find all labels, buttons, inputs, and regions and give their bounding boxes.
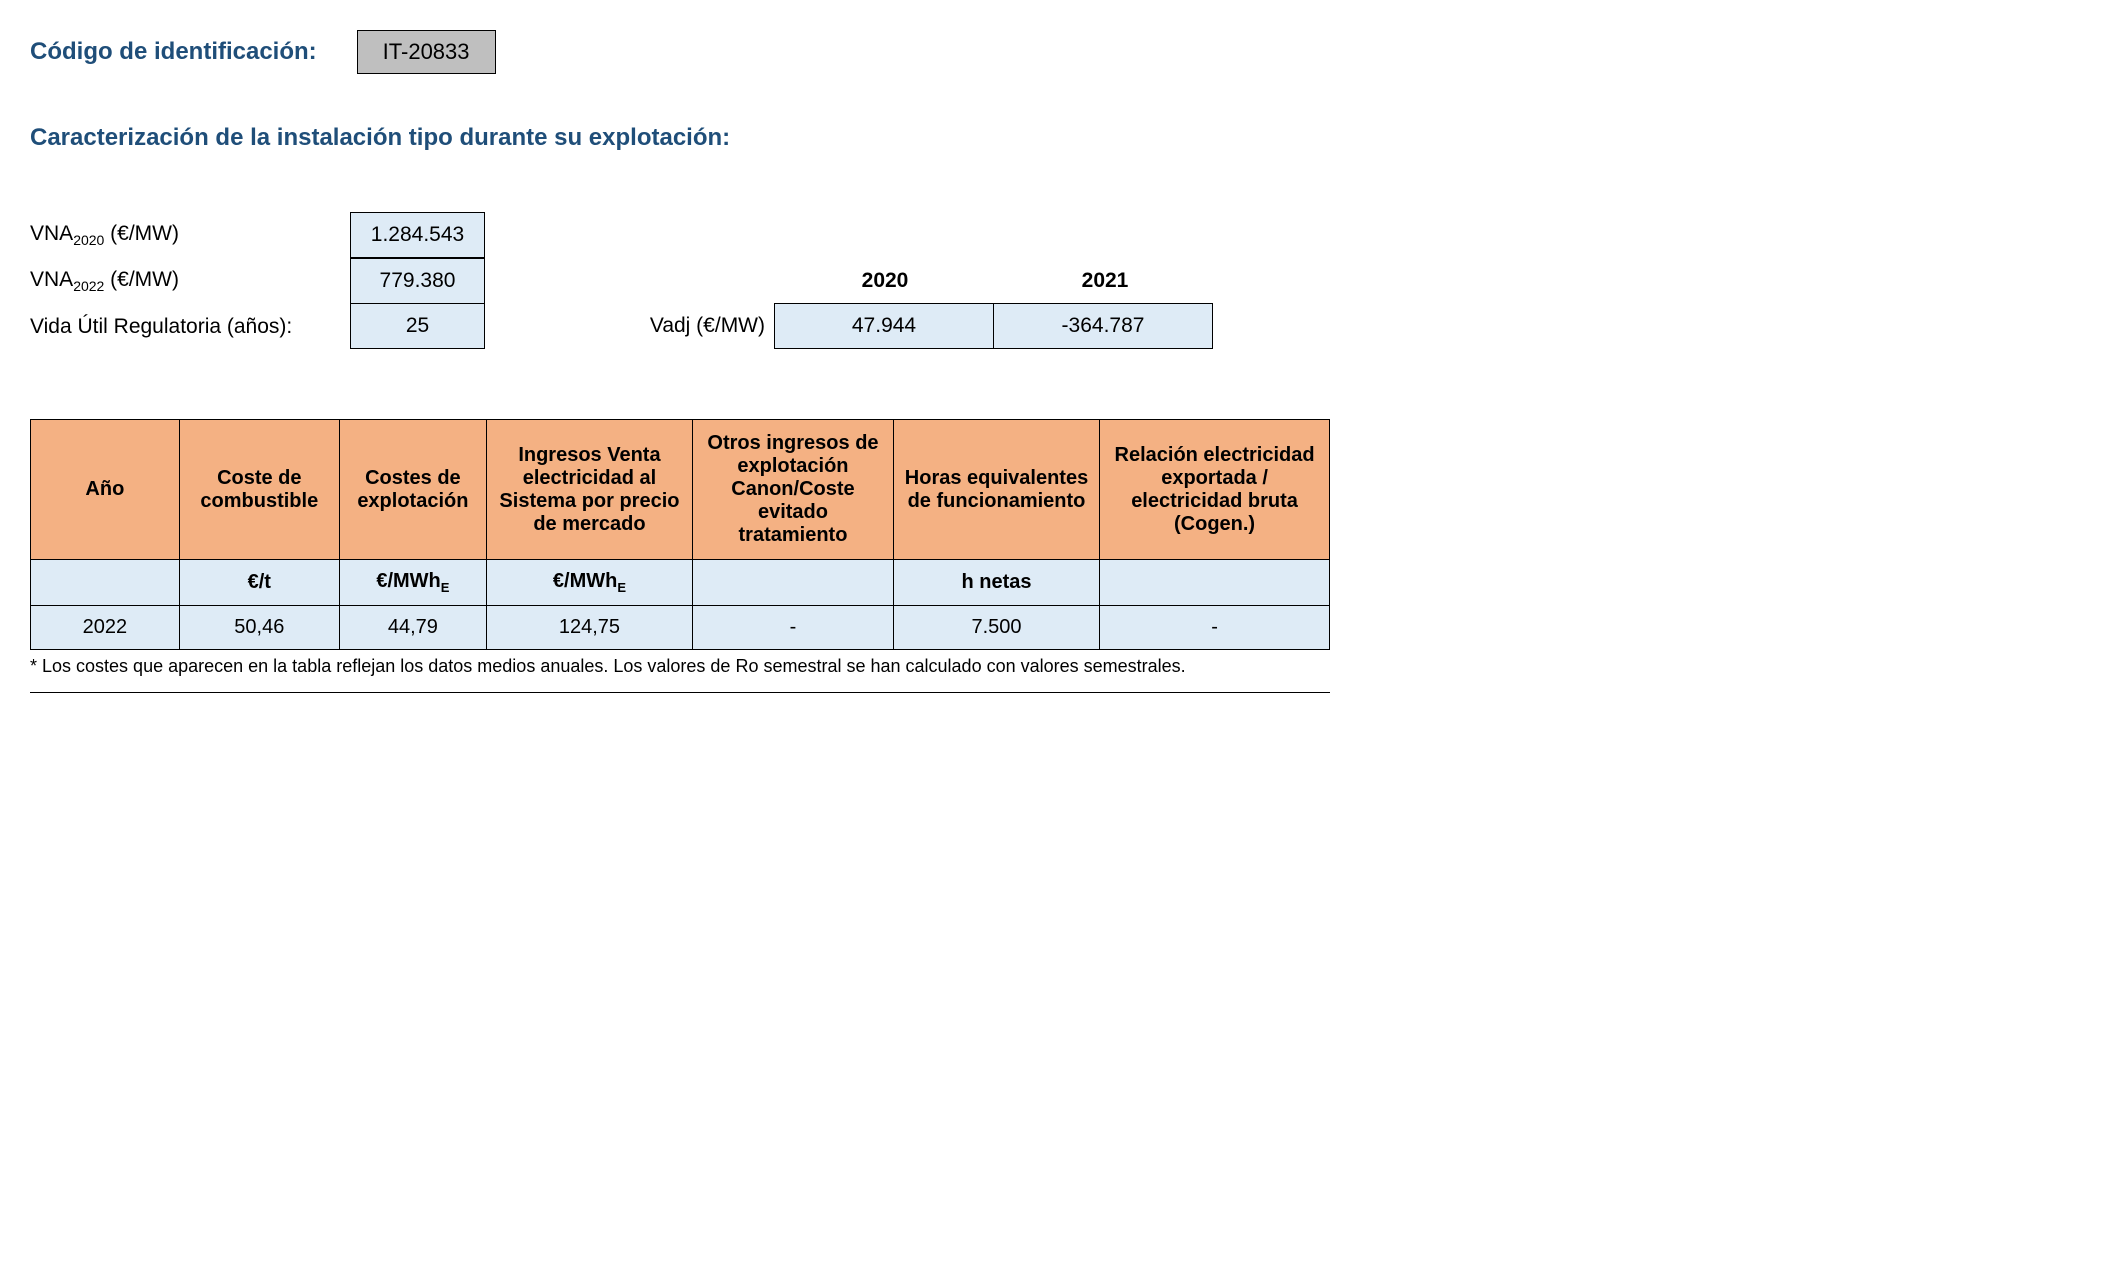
table-col-5: Horas equivalentes de funcionamiento (893, 420, 1099, 560)
table-col-1: Coste de combustible (179, 420, 339, 560)
vadj-value-1: -364.787 (993, 303, 1213, 349)
table-unit-1: €/t (179, 560, 339, 606)
table-unit-3: €/MWhE (486, 560, 692, 606)
vadj-spacer (625, 259, 775, 303)
identification-header: Código de identificación: IT-20833 (30, 30, 2096, 74)
id-label: Código de identificación: (30, 38, 317, 66)
vadj-label: Vadj (€/MW) (625, 314, 775, 338)
table-cell-0-3: 124,75 (486, 606, 692, 650)
main-table: AñoCoste de combustibleCostes de explota… (30, 419, 1330, 650)
vida-value: 25 (350, 303, 485, 349)
id-value-box: IT-20833 (357, 30, 496, 74)
table-cell-0-5: 7.500 (893, 606, 1099, 650)
vna2022-suffix: (€/MW) (104, 268, 179, 291)
vna2022-prefix: VNA (30, 268, 73, 291)
vadj-block: 2020 2021 Vadj (€/MW) 47.944 -364.787 (625, 259, 1215, 349)
vna2022-sub: 2022 (73, 278, 104, 294)
vna2020-prefix: VNA (30, 222, 73, 245)
vida-row: Vida Útil Regulatoria (años): 25 (30, 304, 485, 349)
vadj-years-row: 2020 2021 (625, 259, 1215, 303)
table-col-2: Costes de explotación (339, 420, 486, 560)
vna2022-label: VNA2022 (€/MW) (30, 258, 350, 304)
vna2022-value: 779.380 (350, 258, 485, 304)
table-cell-0-4: - (693, 606, 894, 650)
table-row: 202250,4644,79124,75-7.500- (31, 606, 1330, 650)
table-cell-0-1: 50,46 (179, 606, 339, 650)
vida-label: Vida Útil Regulatoria (años): (30, 305, 350, 349)
table-col-4: Otros ingresos de explotación Canon/Cost… (693, 420, 894, 560)
section-divider (30, 692, 1330, 693)
table-body: €/t€/MWhE€/MWhEh netas 202250,4644,79124… (31, 560, 1330, 650)
vna2020-value: 1.284.543 (350, 212, 485, 258)
table-cell-0-2: 44,79 (339, 606, 486, 650)
table-unit-5: h netas (893, 560, 1099, 606)
vna2020-suffix: (€/MW) (104, 222, 179, 245)
table-col-6: Relación electricidad exportada / electr… (1100, 420, 1330, 560)
section-title: Caracterización de la instalación tipo d… (30, 124, 2096, 152)
vna2022-row: VNA2022 (€/MW) 779.380 (30, 258, 485, 304)
table-units-row: €/t€/MWhE€/MWhEh netas (31, 560, 1330, 606)
vadj-value-0: 47.944 (774, 303, 994, 349)
vna2020-row: VNA2020 (€/MW) 1.284.543 (30, 212, 485, 258)
table-col-0: Año (31, 420, 180, 560)
vna2020-label: VNA2020 (€/MW) (30, 212, 350, 258)
table-cell-0-6: - (1100, 606, 1330, 650)
table-cell-0-0: 2022 (31, 606, 180, 650)
table-header-row: AñoCoste de combustibleCostes de explota… (31, 420, 1330, 560)
table-head: AñoCoste de combustibleCostes de explota… (31, 420, 1330, 560)
table-unit-2: €/MWhE (339, 560, 486, 606)
table-unit-4 (693, 560, 894, 606)
table-footnote: * Los costes que aparecen en la tabla re… (30, 656, 2096, 677)
table-col-3: Ingresos Venta electricidad al Sistema p… (486, 420, 692, 560)
vadj-year-0: 2020 (775, 259, 995, 303)
vadj-year-1: 2021 (995, 259, 1215, 303)
vna2020-sub: 2020 (73, 232, 104, 248)
vadj-values-row: Vadj (€/MW) 47.944 -364.787 (625, 303, 1215, 349)
parameters-area: VNA2020 (€/MW) 1.284.543 VNA2022 (€/MW) … (30, 212, 2096, 349)
parameters-left: VNA2020 (€/MW) 1.284.543 VNA2022 (€/MW) … (30, 212, 485, 349)
table-unit-0 (31, 560, 180, 606)
table-unit-6 (1100, 560, 1330, 606)
